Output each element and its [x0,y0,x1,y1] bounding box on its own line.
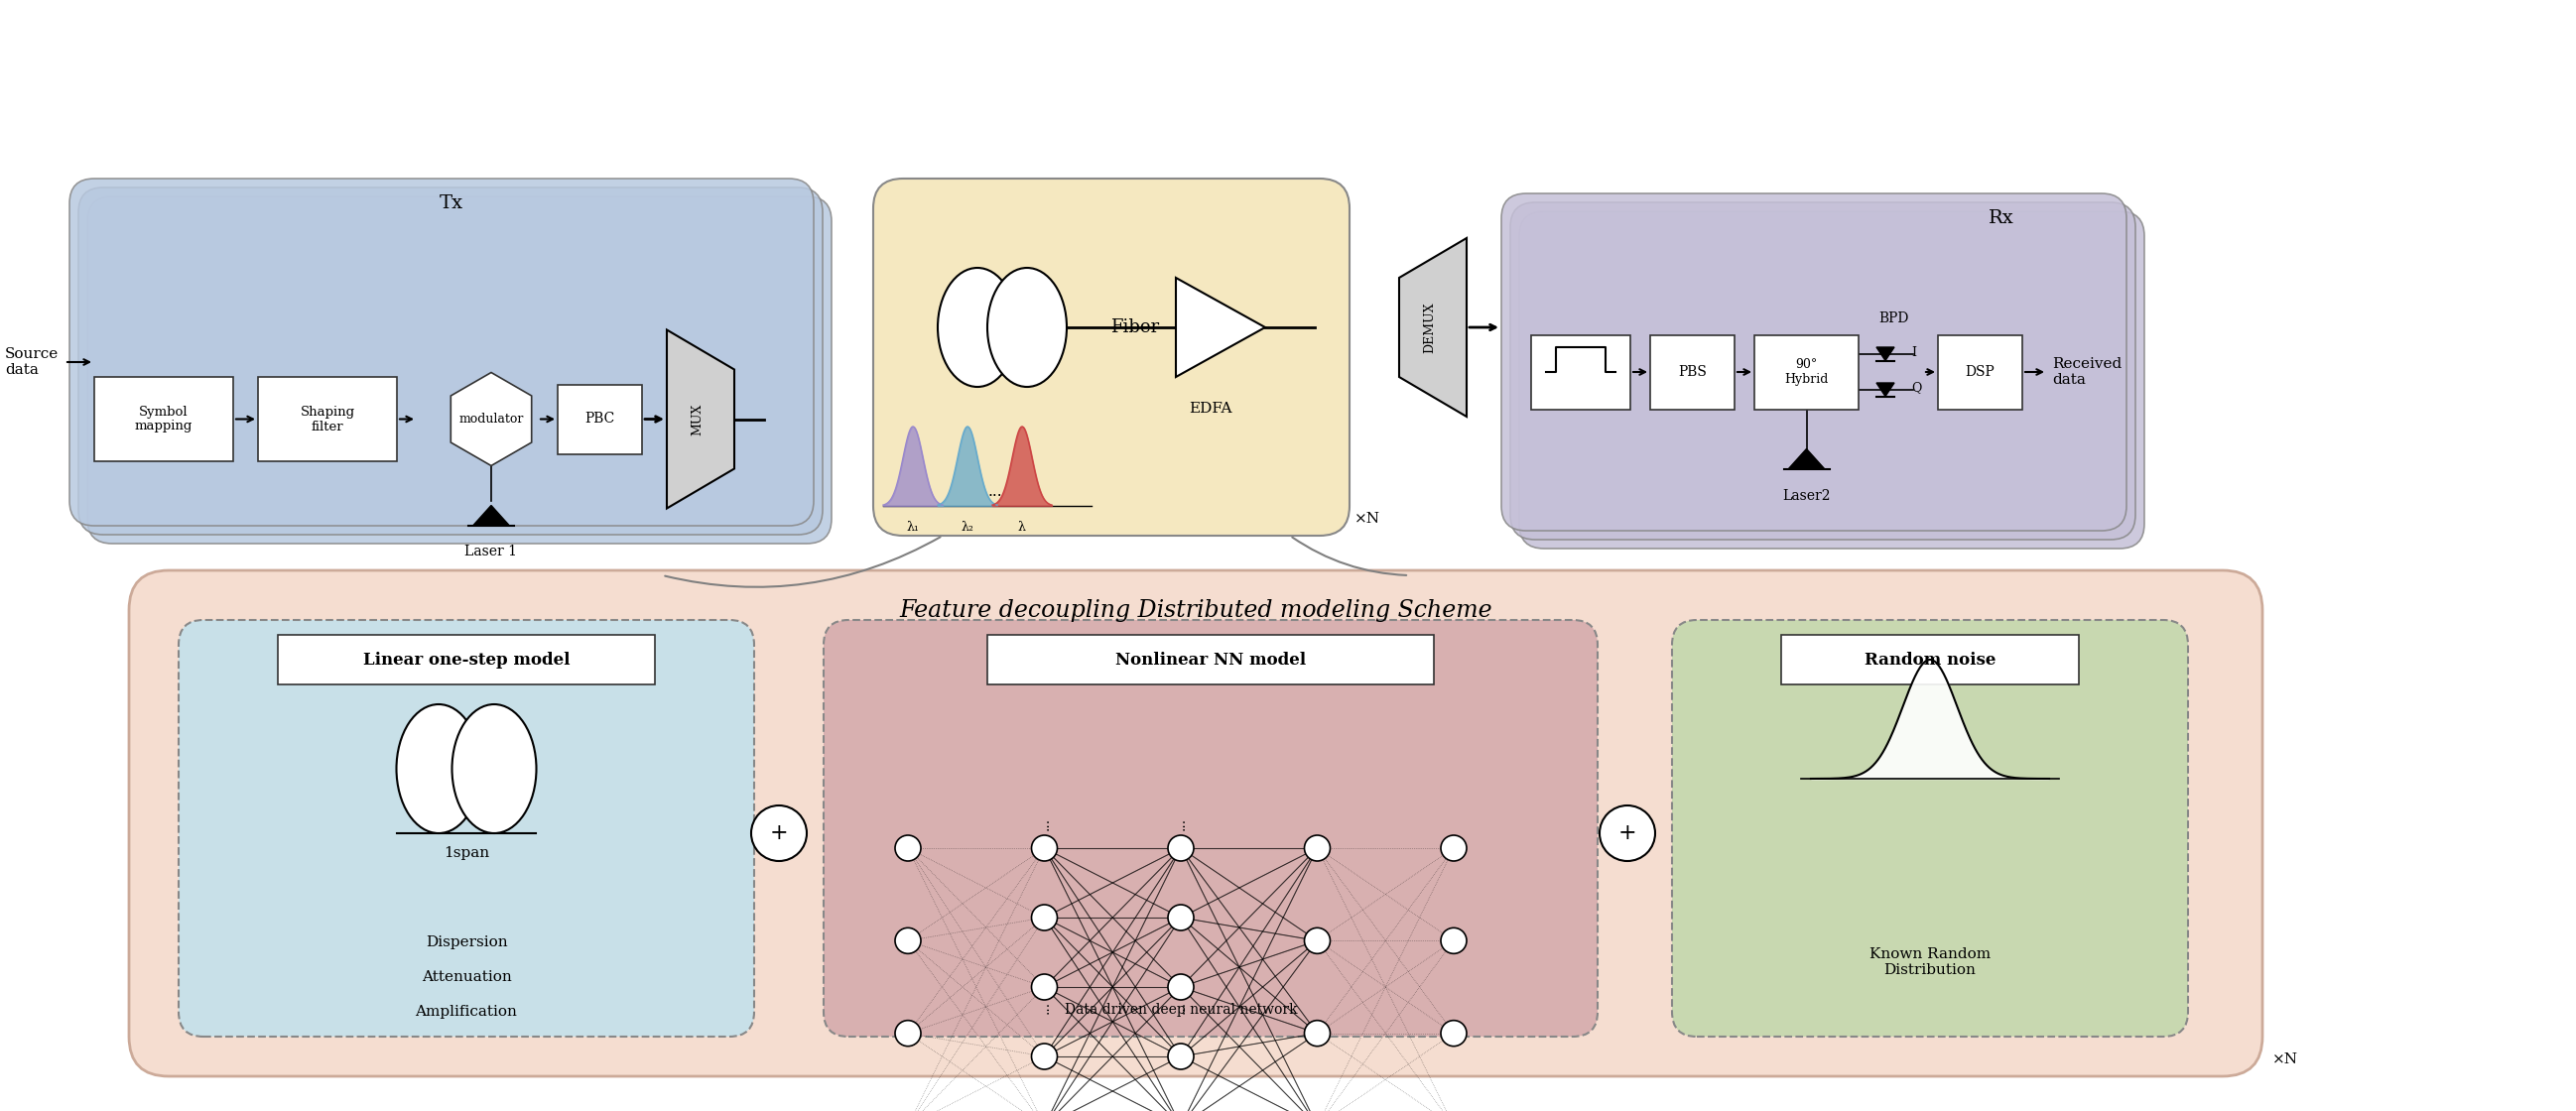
FancyBboxPatch shape [987,634,1435,684]
Text: Linear one-step model: Linear one-step model [363,651,569,668]
Text: Laser2: Laser2 [1783,489,1832,502]
Text: Fiber: Fiber [1110,319,1159,337]
Text: ...: ... [1175,817,1188,830]
Ellipse shape [451,704,536,833]
Circle shape [752,805,806,861]
Text: ×N: ×N [2272,1052,2298,1067]
Text: +: + [1618,822,1636,844]
Circle shape [1167,1043,1193,1069]
FancyBboxPatch shape [95,377,234,461]
Circle shape [1167,974,1193,1000]
Circle shape [894,1020,920,1047]
FancyArrowPatch shape [665,537,940,587]
Text: Symbol
mapping: Symbol mapping [134,406,193,433]
FancyBboxPatch shape [1754,334,1857,409]
Circle shape [1440,1020,1466,1047]
Circle shape [1167,904,1193,931]
FancyBboxPatch shape [1530,334,1631,409]
Text: Q: Q [1911,381,1922,394]
Text: ...: ... [1175,1000,1188,1013]
Circle shape [1303,928,1329,953]
Polygon shape [667,330,734,509]
FancyBboxPatch shape [1651,334,1734,409]
Text: EDFA: EDFA [1190,402,1231,416]
FancyBboxPatch shape [278,634,654,684]
Text: PBS: PBS [1677,366,1708,379]
Text: λ⁣: λ⁣ [1018,521,1025,533]
Text: λ₂: λ₂ [961,521,974,533]
Text: Amplification: Amplification [415,1004,518,1019]
Ellipse shape [987,268,1066,387]
Polygon shape [1399,238,1466,417]
Circle shape [1440,928,1466,953]
Circle shape [1030,974,1056,1000]
Text: DEMUX: DEMUX [1425,302,1437,353]
Circle shape [894,928,920,953]
FancyBboxPatch shape [1520,211,2143,549]
Text: Source
data: Source data [5,347,59,377]
Text: Received
data: Received data [2053,357,2123,387]
Text: 90°
Hybrid: 90° Hybrid [1785,358,1829,386]
FancyBboxPatch shape [1937,334,2022,409]
Circle shape [1303,1020,1329,1047]
Circle shape [1167,835,1193,861]
Text: Attenuation: Attenuation [422,970,513,984]
Circle shape [894,835,920,861]
FancyBboxPatch shape [1510,202,2136,540]
FancyBboxPatch shape [1780,634,2079,684]
FancyBboxPatch shape [70,179,814,526]
FancyArrowPatch shape [1293,538,1406,575]
Ellipse shape [397,704,482,833]
FancyBboxPatch shape [88,197,832,543]
Text: Rx: Rx [1989,209,2014,227]
FancyBboxPatch shape [1502,193,2128,531]
Polygon shape [1875,383,1893,397]
Text: Dispersion: Dispersion [425,935,507,949]
Ellipse shape [938,268,1018,387]
Circle shape [1600,805,1656,861]
Text: Laser 1: Laser 1 [464,546,518,559]
Text: ...: ... [1038,817,1051,830]
Circle shape [1440,835,1466,861]
Text: 1span: 1span [443,847,489,860]
FancyBboxPatch shape [824,620,1597,1037]
Text: Nonlinear NN model: Nonlinear NN model [1115,651,1306,668]
Text: DSP: DSP [1965,366,1994,379]
Polygon shape [474,506,510,526]
Polygon shape [1788,449,1824,469]
Circle shape [1303,835,1329,861]
Text: BPD: BPD [1878,311,1909,324]
Text: I: I [1911,346,1917,359]
Circle shape [1030,835,1056,861]
FancyBboxPatch shape [1672,620,2187,1037]
Polygon shape [1175,278,1265,377]
Circle shape [1030,904,1056,931]
Text: Feature decoupling Distributed modeling Scheme: Feature decoupling Distributed modeling … [899,599,1492,621]
Text: Tx: Tx [440,194,464,212]
Text: ...: ... [1038,1000,1051,1013]
FancyBboxPatch shape [77,188,822,534]
Polygon shape [1875,348,1893,361]
Text: ×N: ×N [1355,512,1381,526]
FancyBboxPatch shape [258,377,397,461]
FancyBboxPatch shape [873,179,1350,536]
FancyBboxPatch shape [129,570,2262,1077]
Text: ...: ... [987,483,1002,499]
FancyBboxPatch shape [178,620,755,1037]
Text: Shaping
filter: Shaping filter [301,406,355,433]
Text: Random noise: Random noise [1865,651,1996,668]
Text: λ₁: λ₁ [907,521,920,533]
Text: MUX: MUX [690,403,703,436]
Text: +: + [770,822,788,844]
Circle shape [1030,1043,1056,1069]
Text: Data driven deep neural network: Data driven deep neural network [1064,1003,1298,1017]
FancyBboxPatch shape [556,384,641,453]
Text: modulator: modulator [459,412,523,426]
Text: Known Random
Distribution: Known Random Distribution [1870,948,1991,978]
Text: PBC: PBC [585,412,616,426]
